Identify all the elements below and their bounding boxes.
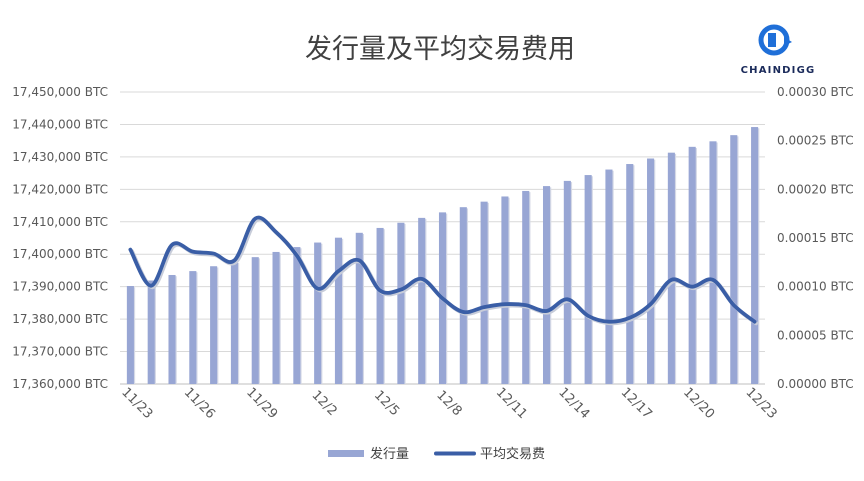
x-tick-label: 12/2 [309, 388, 340, 419]
bar [730, 135, 738, 384]
y-left-tick-label: 17,390,000 BTC [12, 280, 108, 294]
x-tick-label: 11/23 [118, 385, 155, 422]
bar [667, 152, 675, 384]
x-tick-label: 12/23 [743, 385, 780, 422]
bar [314, 242, 322, 384]
fee-line [128, 215, 757, 324]
bar [501, 196, 509, 384]
y-left-tick-label: 17,370,000 BTC [12, 345, 108, 359]
bar [293, 247, 301, 384]
y-right-tick-label: 0.00010 BTC [777, 280, 854, 294]
x-tick-label: 11/29 [243, 385, 280, 422]
y-left-tick-label: 17,360,000 BTC [12, 377, 108, 391]
bar [647, 158, 655, 384]
y-left-tick-label: 17,420,000 BTC [12, 182, 108, 196]
bar [688, 146, 696, 384]
bar [251, 257, 259, 384]
y-left-tick-label: 17,380,000 BTC [12, 312, 108, 326]
bar [418, 217, 426, 384]
bar [126, 286, 134, 384]
bar [355, 232, 363, 384]
x-tick-label: 12/17 [618, 385, 655, 422]
bar [376, 227, 384, 384]
bar [147, 280, 155, 384]
legend-label-line: 平均交易费 [480, 446, 545, 462]
bar [272, 251, 280, 384]
bar [563, 180, 571, 384]
y-left-tick-label: 17,450,000 BTC [12, 85, 108, 99]
legend: 发行量 平均交易费 [328, 446, 545, 462]
y-left-tick-label: 17,430,000 BTC [12, 150, 108, 164]
bar [480, 201, 488, 384]
bar [189, 271, 197, 384]
y-right-tick-label: 0.00005 BTC [777, 328, 854, 342]
y-axis-left-ticks: 17,360,000 BTC 17,370,000 BTC 17,380,000 B… [12, 85, 108, 391]
bar [626, 164, 634, 384]
x-tick-label: 12/20 [680, 385, 717, 422]
bar [459, 207, 467, 384]
logo-arrow-icon [784, 37, 792, 46]
x-axis-ticks: 11/23 11/26 11/29 12/2 12/5 12/8 12/11 12/14 12/… [118, 385, 779, 422]
bar [709, 141, 717, 384]
y-right-tick-label: 0.00025 BTC [777, 134, 854, 148]
bar [334, 237, 343, 384]
chart-title: 发行量及平均交易费用 [305, 34, 575, 65]
gridlines [120, 91, 765, 385]
bar [542, 186, 551, 384]
x-tick-label: 12/5 [371, 388, 402, 419]
bar [168, 274, 176, 384]
y-right-tick-label: 0.00015 BTC [777, 231, 854, 245]
x-tick-label: 12/14 [555, 385, 592, 422]
bar [397, 222, 405, 384]
bar [522, 190, 530, 384]
x-tick-label: 11/26 [181, 385, 218, 422]
bar [230, 261, 238, 384]
y-right-tick-label: 0.00020 BTC [777, 182, 854, 196]
y-left-tick-label: 17,410,000 BTC [12, 215, 108, 229]
y-left-tick-label: 17,440,000 BTC [12, 117, 108, 131]
logo-bar-icon [768, 33, 776, 47]
y-right-tick-label: 0.00030 BTC [777, 85, 854, 99]
bar [751, 127, 759, 384]
y-right-tick-label: 0.00000 BTC [777, 377, 854, 391]
y-axis-right-ticks: 0.00000 BTC 0.00005 BTC 0.00010 BTC 0.00015… [777, 85, 854, 391]
x-tick-label: 12/11 [493, 385, 530, 422]
bar [210, 266, 218, 384]
chaindigg-logo: CHAINDIGG [741, 24, 816, 76]
bar [605, 169, 613, 384]
legend-label-bar: 发行量 [370, 446, 409, 462]
bar-series [126, 127, 760, 384]
logo-text: CHAINDIGG [741, 65, 816, 76]
line-series [128, 215, 759, 326]
y-left-tick-label: 17,400,000 BTC [12, 247, 108, 261]
legend-swatch-bar [328, 450, 364, 457]
bar [584, 175, 592, 384]
x-tick-label: 12/8 [433, 388, 464, 419]
